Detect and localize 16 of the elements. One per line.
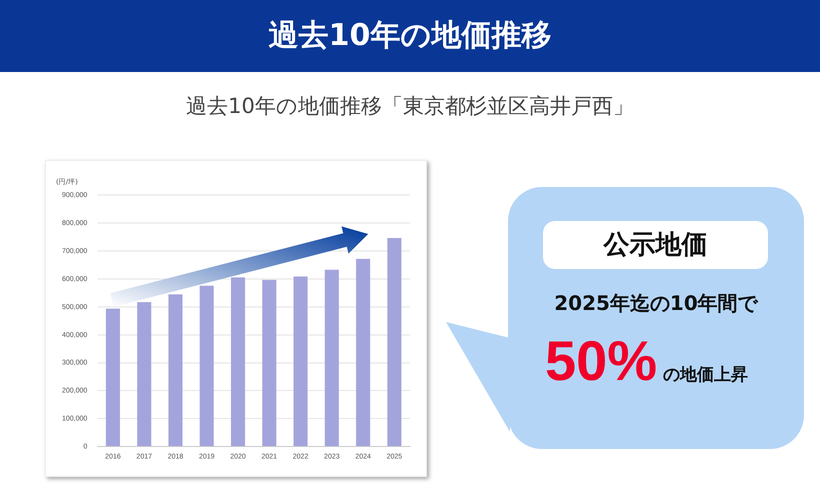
text: 2025年迄の10年間で [553,290,760,317]
bar [200,286,214,446]
chart-subtitle: 過去10年の地価推移「東京都杉並区高井戸西」 [185,93,635,120]
bar [387,238,402,446]
bar [168,294,183,446]
bar [324,270,339,446]
text: の地価上昇 [663,365,748,385]
bar [230,277,246,446]
bar [262,280,276,446]
text: 公示地価 [543,221,768,269]
bar [294,276,308,446]
bar [356,258,370,446]
chart-title: 過去10年の地価推移 [0,0,820,72]
text: 50% [545,329,658,392]
bar [106,308,120,446]
bar [137,302,152,446]
